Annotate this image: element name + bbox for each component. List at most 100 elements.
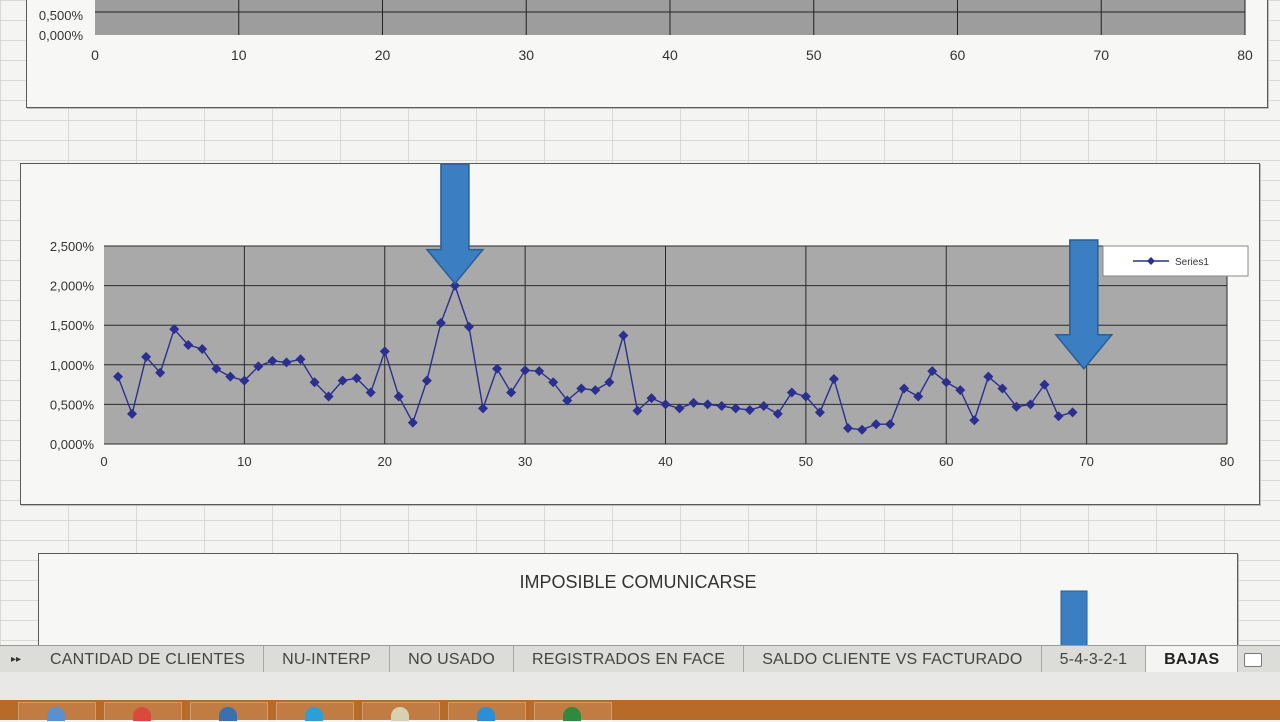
data-point-marker: [127, 408, 138, 419]
data-point-marker: [267, 355, 278, 366]
sheet-tab-bar: ▸▸ CANTIDAD DE CLIENTES NU-INTERP NO USA…: [0, 645, 1280, 673]
data-point-marker: [520, 365, 531, 376]
data-point-marker: [379, 346, 390, 357]
taskbar-app-button[interactable]: [276, 702, 354, 722]
data-point-marker: [492, 363, 503, 374]
tab-5-4-3-2-1[interactable]: 5-4-3-2-1: [1042, 646, 1147, 673]
series1-points: [113, 280, 1078, 435]
data-point-marker: [618, 330, 629, 341]
top-y-tick-label: 0,500%: [39, 8, 84, 23]
main-x-tick-label: 50: [799, 454, 813, 469]
data-point-marker: [646, 393, 657, 404]
top-chart-x-ticks: 0 10 20 30 40 50 60 70 80: [91, 47, 1253, 63]
taskbar-app-button[interactable]: [448, 702, 526, 722]
annotation-arrows: [425, 163, 1114, 370]
data-point-marker: [239, 375, 250, 386]
main-chart-x-ticks: 0 10 20 30 40 50 60 70 80: [100, 454, 1234, 469]
data-point-marker: [1067, 407, 1078, 418]
data-point-marker: [407, 417, 418, 428]
taskbar-app-button[interactable]: [534, 702, 612, 722]
data-point-marker: [983, 371, 994, 382]
data-point-marker: [478, 403, 489, 414]
data-point-marker: [674, 403, 685, 414]
taskbar-app-button[interactable]: [190, 702, 268, 722]
tab-saldo-cliente-vs-facturado[interactable]: SALDO CLIENTE VS FACTURADO: [744, 646, 1042, 673]
main-x-tick-label: 60: [939, 454, 953, 469]
data-point-marker: [871, 419, 882, 430]
legend-marker-icon: [1147, 257, 1155, 265]
data-point-marker: [632, 405, 643, 416]
down-arrow-annotation: [425, 163, 485, 285]
top-chart-grid: [95, 0, 1246, 35]
data-point-marker: [113, 371, 124, 382]
top-chart[interactable]: 0,500% 0,000% 0 10 20 30 40 50 60 70 80: [26, 0, 1268, 108]
data-point-marker: [927, 366, 938, 377]
data-point-marker: [941, 377, 952, 388]
data-point-marker: [1053, 411, 1064, 422]
data-point-marker: [449, 280, 460, 291]
taskbar: [0, 700, 1280, 722]
tab-nu-interp[interactable]: NU-INTERP: [264, 646, 391, 673]
app-icon: [219, 707, 237, 721]
data-point-marker: [590, 385, 601, 396]
data-point-marker: [899, 383, 910, 394]
top-x-tick-label: 70: [1093, 47, 1109, 63]
legend-series-label: Series1: [1175, 257, 1209, 268]
data-point-marker: [842, 423, 853, 434]
tab-no-usado[interactable]: NO USADO: [390, 646, 515, 673]
data-point-marker: [969, 415, 980, 426]
tab-registrados-en-face[interactable]: REGISTRADOS EN FACE: [514, 646, 745, 673]
taskbar-app-button[interactable]: [362, 702, 440, 722]
taskbar-app-button[interactable]: [104, 702, 182, 722]
top-x-tick-label: 20: [375, 47, 391, 63]
data-point-marker: [1011, 401, 1022, 412]
tab-bajas[interactable]: BAJAS: [1146, 646, 1239, 673]
data-point-marker: [562, 395, 573, 406]
scroll-right-icon[interactable]: ▸▸: [10, 654, 22, 665]
main-y-tick-label: 0,000%: [50, 437, 95, 452]
new-sheet-icon[interactable]: [1238, 646, 1268, 673]
data-point-marker: [1025, 399, 1036, 410]
data-point-marker: [337, 375, 348, 386]
data-point-marker: [716, 400, 727, 411]
data-point-marker: [155, 367, 166, 378]
main-y-tick-label: 0,500%: [50, 397, 95, 412]
data-point-marker: [857, 424, 868, 435]
tab-cantidad-de-clientes[interactable]: CANTIDAD DE CLIENTES: [32, 646, 265, 673]
main-x-tick-label: 80: [1220, 454, 1234, 469]
data-point-marker: [688, 397, 699, 408]
legend[interactable]: Series1: [1102, 245, 1249, 277]
main-x-tick-label: 30: [518, 454, 532, 469]
data-point-marker: [660, 399, 671, 410]
data-point-marker: [828, 374, 839, 385]
app-icon: [391, 707, 409, 721]
main-chart-svg: 0,000% 0,500% 1,000% 1,500% 2,000% 2,500% 0 10…: [50, 163, 1249, 469]
data-point-marker: [1039, 379, 1050, 390]
main-chart[interactable]: 0,000% 0,500% 1,000% 1,500% 2,000% 2,500% 0 10…: [20, 163, 1260, 505]
main-x-tick-label: 20: [378, 454, 392, 469]
top-x-tick-label: 50: [806, 47, 822, 63]
data-point-marker: [814, 407, 825, 418]
data-point-marker: [913, 391, 924, 402]
data-point-marker: [197, 343, 208, 354]
taskbar-app-button[interactable]: [18, 702, 96, 722]
top-x-tick-label: 30: [518, 47, 534, 63]
data-point-marker: [365, 387, 376, 398]
data-point-marker: [534, 366, 545, 377]
data-point-marker: [421, 375, 432, 386]
data-point-marker: [506, 387, 517, 398]
data-point-marker: [772, 408, 783, 419]
data-point-marker: [463, 321, 474, 332]
main-y-tick-label: 1,500%: [50, 318, 95, 333]
data-point-marker: [730, 403, 741, 414]
top-x-tick-label: 0: [91, 47, 99, 63]
main-y-tick-label: 1,000%: [50, 358, 95, 373]
data-point-marker: [225, 371, 236, 382]
top-x-tick-label: 10: [231, 47, 247, 63]
data-point-marker: [351, 373, 362, 384]
app-icon: [477, 707, 495, 721]
data-point-marker: [169, 324, 180, 335]
main-chart-y-ticks: 0,000% 0,500% 1,000% 1,500% 2,000% 2,500%: [50, 239, 95, 452]
worksheet-area[interactable]: 0,500% 0,000% 0 10 20 30 40 50 60 70 80 0,000% 0,…: [0, 0, 1280, 665]
data-point-marker: [323, 391, 334, 402]
